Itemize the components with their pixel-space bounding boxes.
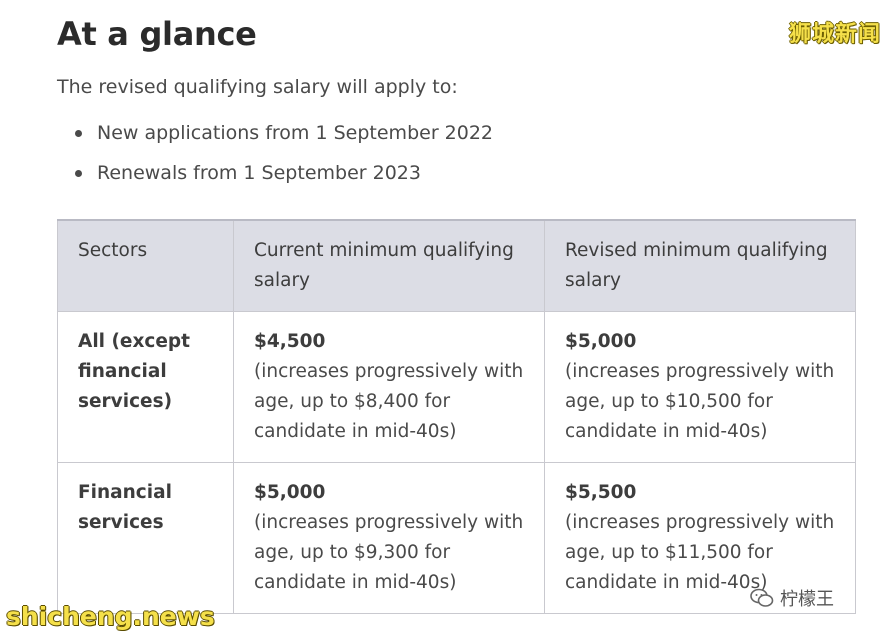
salary-table: Sectors Current minimum qualifying salar…: [57, 219, 856, 614]
current-description: (increases progressively with age, up to…: [254, 512, 524, 593]
bullet-list: New applications from 1 September 2022 R…: [57, 119, 493, 199]
watermark-bottom-left: shicheng.news: [6, 602, 215, 631]
watermark-top-right: 狮城新闻: [788, 22, 881, 47]
header-revised-salary: Revised minimum qualifying salary: [544, 219, 856, 312]
sector-cell: Financial services: [57, 462, 234, 614]
revised-salary-cell: $5,000 (increases progressively with age…: [544, 311, 856, 463]
wechat-icon: [750, 588, 774, 608]
table-header-row: Sectors Current minimum qualifying salar…: [57, 219, 856, 312]
current-amount: $4,500: [254, 331, 326, 352]
bullet-item: New applications from 1 September 2022: [57, 119, 493, 159]
page-title: At a glance: [57, 15, 257, 53]
sector-cell: All (except financial services): [57, 311, 234, 463]
sector-name: Financial services: [78, 482, 172, 533]
current-description: (increases progressively with age, up to…: [254, 361, 524, 442]
table-row: All (except financial services) $4,500 (…: [57, 311, 856, 463]
revised-amount: $5,500: [565, 482, 637, 503]
current-salary-cell: $4,500 (increases progressively with age…: [233, 311, 545, 463]
revised-description: (increases progressively with age, up to…: [565, 361, 835, 442]
watermark-account-name: 柠檬王: [780, 589, 834, 610]
current-salary-cell: $5,000 (increases progressively with age…: [233, 462, 545, 614]
sector-name: All (except financial services): [78, 331, 190, 412]
intro-text: The revised qualifying salary will apply…: [57, 76, 458, 98]
revised-salary-cell: $5,500 (increases progressively with age…: [544, 462, 856, 614]
bullet-item: Renewals from 1 September 2023: [57, 159, 493, 199]
current-amount: $5,000: [254, 482, 326, 503]
revised-amount: $5,000: [565, 331, 637, 352]
table-row: Financial services $5,000 (increases pro…: [57, 462, 856, 614]
revised-description: (increases progressively with age, up to…: [565, 512, 835, 593]
header-sectors: Sectors: [57, 219, 234, 312]
watermark-bottom-right: 柠檬王: [750, 585, 834, 611]
header-current-salary: Current minimum qualifying salary: [233, 219, 545, 312]
